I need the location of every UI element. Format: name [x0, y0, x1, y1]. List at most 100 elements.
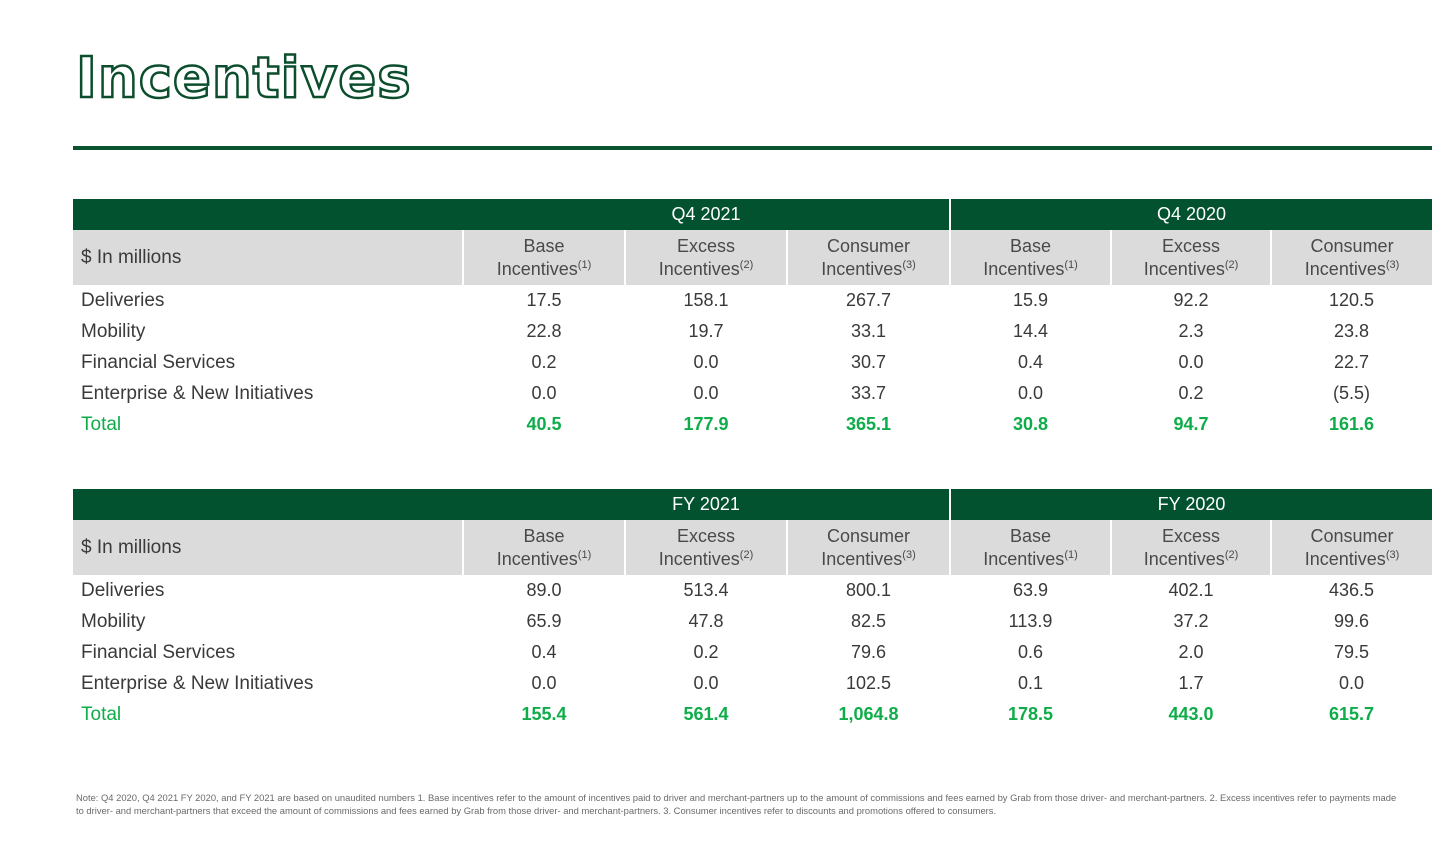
value-cell: 365.1: [845, 414, 892, 434]
column-header-line1: Excess: [1162, 235, 1221, 256]
value-cell: 37.2: [1173, 611, 1209, 631]
footnote-marker: (2): [1224, 548, 1239, 561]
footnote-marker: (3): [902, 548, 916, 561]
value-cell: 99.6: [1334, 611, 1370, 631]
column-header-line2: Incentives: [1143, 548, 1225, 569]
column-header-line2: Incentives: [496, 258, 578, 279]
value-cell: 79.5: [1334, 642, 1370, 662]
total-row: Total 40.5 177.9 365.1 30.8 94.7 161.6: [73, 409, 1432, 440]
period-header-row: FY 2021 FY 2020: [73, 489, 1433, 520]
value-cell: 513.4: [683, 580, 729, 600]
column-header-line2: Incentives: [821, 258, 903, 279]
column-header-line2: Incentives: [658, 258, 740, 279]
value-cell: 19.7: [688, 321, 724, 341]
period-label: FY 2020: [949, 489, 1433, 520]
table-row: Financial Services 0.2 0.0 30.7 0.4 0.0 22.7: [73, 347, 1432, 378]
column-header: Excess Incentives(2): [624, 230, 787, 285]
column-header-line2: Incentives: [1304, 258, 1386, 279]
period-header-row: Q4 2021 Q4 2020: [73, 199, 1433, 230]
column-header: Excess Incentives(2): [1110, 520, 1272, 575]
column-header-line1: Base: [523, 235, 565, 256]
unit-label: $ In millions: [73, 520, 463, 575]
value-cell: 113.9: [1008, 611, 1053, 631]
value-cell: 0.0: [1178, 352, 1204, 372]
value-cell: 23.8: [1334, 321, 1370, 341]
value-cell: 0.6: [1018, 642, 1044, 662]
table-row: Financial Services 0.4 0.2 79.6 0.6 2.0 79.5: [73, 637, 1432, 668]
value-cell: 0.0: [531, 383, 557, 403]
value-cell: 155.4: [521, 704, 567, 724]
value-cell: (5.5): [1333, 383, 1371, 403]
footnote-marker: (2): [739, 548, 754, 561]
column-header-line2: Incentives: [1304, 548, 1386, 569]
value-cell: 177.9: [683, 414, 729, 434]
value-cell: 0.2: [1178, 383, 1204, 403]
value-cell: 0.2: [693, 642, 719, 662]
table-row: Mobility 65.9 47.8 82.5 113.9 37.2 99.6: [73, 606, 1432, 637]
column-header-line2: Incentives: [1143, 258, 1225, 279]
value-cell: 30.8: [1013, 414, 1049, 434]
column-header: Base Incentives(1): [949, 230, 1112, 285]
footnote-marker: (3): [1385, 258, 1400, 271]
value-cell: 267.7: [845, 290, 892, 310]
column-header-line1: Consumer: [826, 525, 911, 546]
value-cell: 0.4: [531, 642, 557, 662]
value-cell: 0.0: [1339, 673, 1365, 693]
table-row: Mobility 22.8 19.7 33.1 14.4 2.3 23.8: [73, 316, 1432, 347]
value-cell: 94.7: [1173, 414, 1209, 434]
quarterly-incentives-table: Q4 2021 Q4 2020 $ In millions Base Incentive…: [73, 199, 1433, 440]
period-label: FY 2021: [463, 489, 951, 520]
footnote-marker: (1): [1064, 258, 1078, 271]
value-cell: 30.7: [850, 352, 887, 372]
footnote-marker: (1): [577, 548, 592, 561]
value-cell: 1.7: [1178, 673, 1204, 693]
table-row: Enterprise & New Initiatives 0.0 0.0 102.5 0…: [73, 668, 1432, 699]
value-cell: 2.3: [1178, 321, 1204, 341]
column-header: Consumer Incentives(3): [1270, 230, 1433, 285]
column-header-line2: Incentives: [658, 548, 740, 569]
value-cell: 1,064.8: [838, 704, 899, 724]
column-header-line1: Excess: [676, 235, 736, 256]
table-row: Deliveries 89.0 513.4 800.1 63.9 402.1 436.5: [73, 575, 1432, 606]
table-row: Enterprise & New Initiatives 0.0 0.0 33.7 0.…: [73, 378, 1432, 409]
period-header-blank: [73, 489, 463, 520]
value-cell: 33.1: [850, 321, 887, 341]
value-cell: 561.4: [683, 704, 729, 724]
period-label: Q4 2021: [463, 199, 951, 230]
value-cell: 15.9: [1013, 290, 1049, 310]
period-header-blank: [73, 199, 463, 230]
column-header-line1: Base: [1010, 235, 1052, 256]
unit-label: $ In millions: [73, 230, 463, 285]
column-header: Excess Incentives(2): [1110, 230, 1272, 285]
value-cell: 92.2: [1173, 290, 1209, 310]
value-cell: 0.0: [531, 673, 557, 693]
value-cell: 178.5: [1007, 704, 1054, 724]
row-label: Deliveries: [81, 289, 165, 311]
value-cell: 65.9: [526, 611, 562, 631]
column-header-row: $ In millions Base Incentives(1) Excess Ince…: [73, 230, 1433, 285]
value-cell: 0.0: [693, 383, 719, 403]
column-header-line2: Incentives: [983, 258, 1065, 279]
footnote-marker: (2): [739, 258, 754, 271]
column-header-line2: Incentives: [821, 548, 903, 569]
value-cell: 402.1: [1168, 580, 1214, 600]
value-cell: 22.7: [1334, 352, 1370, 372]
column-header: Consumer Incentives(3): [1270, 520, 1433, 575]
value-cell: 33.7: [850, 383, 887, 403]
title-divider: [73, 146, 1432, 150]
row-label: Enterprise & New Initiatives: [81, 672, 314, 694]
value-cell: 79.6: [850, 642, 887, 662]
value-cell: 0.4: [1018, 352, 1044, 372]
value-cell: 161.6: [1329, 414, 1375, 434]
column-header-line1: Base: [523, 525, 565, 546]
column-header: Base Incentives(1): [462, 230, 625, 285]
page-title: Incentives: [75, 45, 412, 113]
value-cell: 0.0: [1018, 383, 1044, 403]
value-cell: 0.0: [693, 673, 719, 693]
value-cell: 436.5: [1329, 580, 1375, 600]
annual-incentives-table: FY 2021 FY 2020 $ In millions Base Incentive…: [73, 489, 1433, 730]
column-header-line2: Incentives: [983, 548, 1065, 569]
row-label: Enterprise & New Initiatives: [81, 382, 314, 404]
column-header-line2: Incentives: [496, 548, 578, 569]
footnote-marker: (2): [1224, 258, 1239, 271]
